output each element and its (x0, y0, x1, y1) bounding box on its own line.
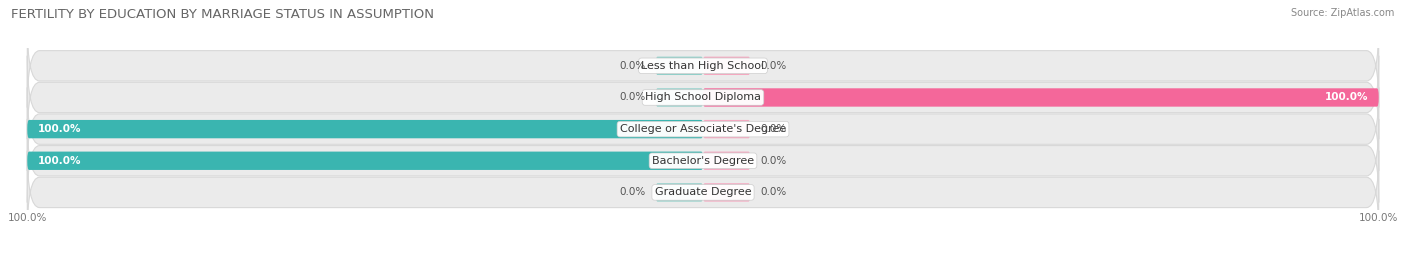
Text: 0.0%: 0.0% (619, 187, 645, 197)
Text: College or Associate's Degree: College or Associate's Degree (620, 124, 786, 134)
FancyBboxPatch shape (703, 152, 751, 170)
FancyBboxPatch shape (27, 151, 1379, 234)
FancyBboxPatch shape (27, 24, 1379, 108)
Text: Source: ZipAtlas.com: Source: ZipAtlas.com (1291, 8, 1395, 18)
FancyBboxPatch shape (703, 183, 751, 201)
Text: 100.0%: 100.0% (1324, 93, 1368, 102)
Text: 0.0%: 0.0% (619, 61, 645, 71)
FancyBboxPatch shape (27, 56, 1379, 139)
Text: 100.0%: 100.0% (38, 124, 82, 134)
Text: FERTILITY BY EDUCATION BY MARRIAGE STATUS IN ASSUMPTION: FERTILITY BY EDUCATION BY MARRIAGE STATU… (11, 8, 434, 21)
FancyBboxPatch shape (703, 88, 1379, 107)
Text: 100.0%: 100.0% (38, 156, 82, 166)
Text: Graduate Degree: Graduate Degree (655, 187, 751, 197)
FancyBboxPatch shape (27, 120, 703, 138)
Text: 0.0%: 0.0% (761, 187, 787, 197)
Text: High School Diploma: High School Diploma (645, 93, 761, 102)
FancyBboxPatch shape (27, 152, 703, 170)
Text: 0.0%: 0.0% (761, 61, 787, 71)
FancyBboxPatch shape (655, 88, 703, 107)
FancyBboxPatch shape (655, 183, 703, 201)
FancyBboxPatch shape (703, 120, 751, 138)
Text: Less than High School: Less than High School (641, 61, 765, 71)
Text: 0.0%: 0.0% (761, 156, 787, 166)
FancyBboxPatch shape (27, 119, 1379, 203)
Text: Bachelor's Degree: Bachelor's Degree (652, 156, 754, 166)
Text: 0.0%: 0.0% (761, 124, 787, 134)
FancyBboxPatch shape (27, 87, 1379, 171)
Text: 0.0%: 0.0% (619, 93, 645, 102)
FancyBboxPatch shape (703, 57, 751, 75)
FancyBboxPatch shape (655, 57, 703, 75)
